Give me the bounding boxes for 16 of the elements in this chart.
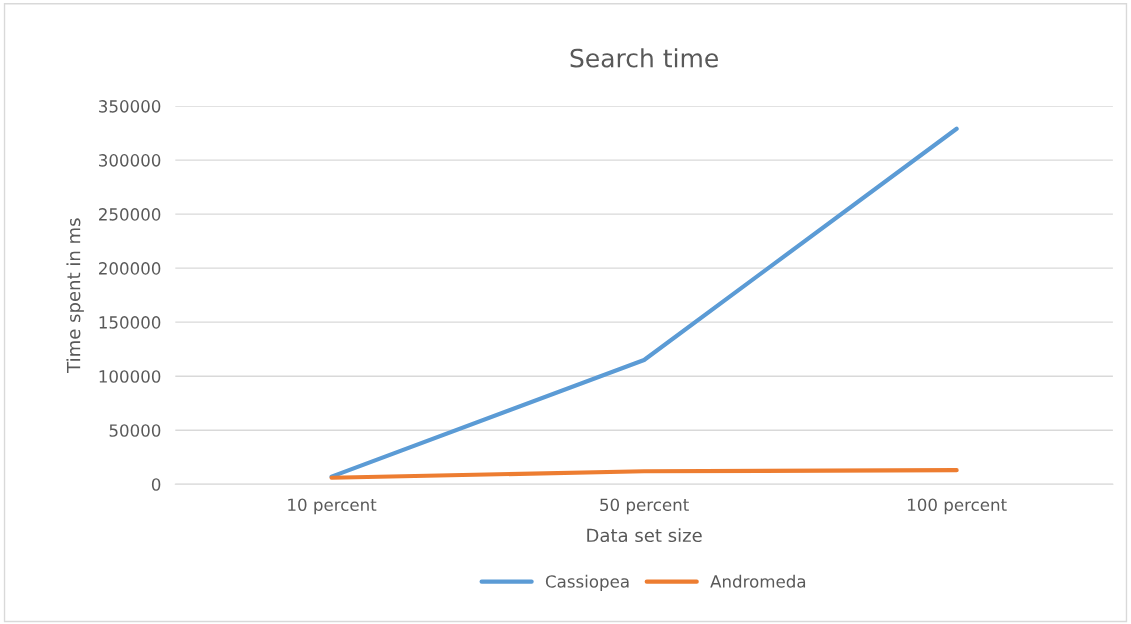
legend-label: Andromeda — [710, 574, 806, 588]
x-tick-label: 10 percent — [288, 498, 377, 515]
y-tick-label: 50000 — [109, 424, 161, 437]
legend-label: Cassiopea — [545, 574, 629, 591]
x-tick-label: 50 percent — [600, 498, 689, 515]
y-tick-label: 150000 — [99, 316, 161, 329]
y-tick-label: 350000 — [99, 100, 161, 113]
y-tick-label: 0 — [151, 478, 161, 491]
y-tick-label: 300000 — [99, 154, 161, 167]
y-tick-label: 100000 — [99, 370, 161, 383]
y-axis-title: Time spent in ms — [66, 218, 84, 373]
y-tick-label: 250000 — [99, 208, 161, 221]
x-tick-label: 100 percent — [908, 498, 1007, 515]
x-axis-title: Data set size — [587, 528, 702, 543]
chart-title: Search time — [570, 48, 718, 68]
y-tick-label: 200000 — [99, 262, 161, 275]
